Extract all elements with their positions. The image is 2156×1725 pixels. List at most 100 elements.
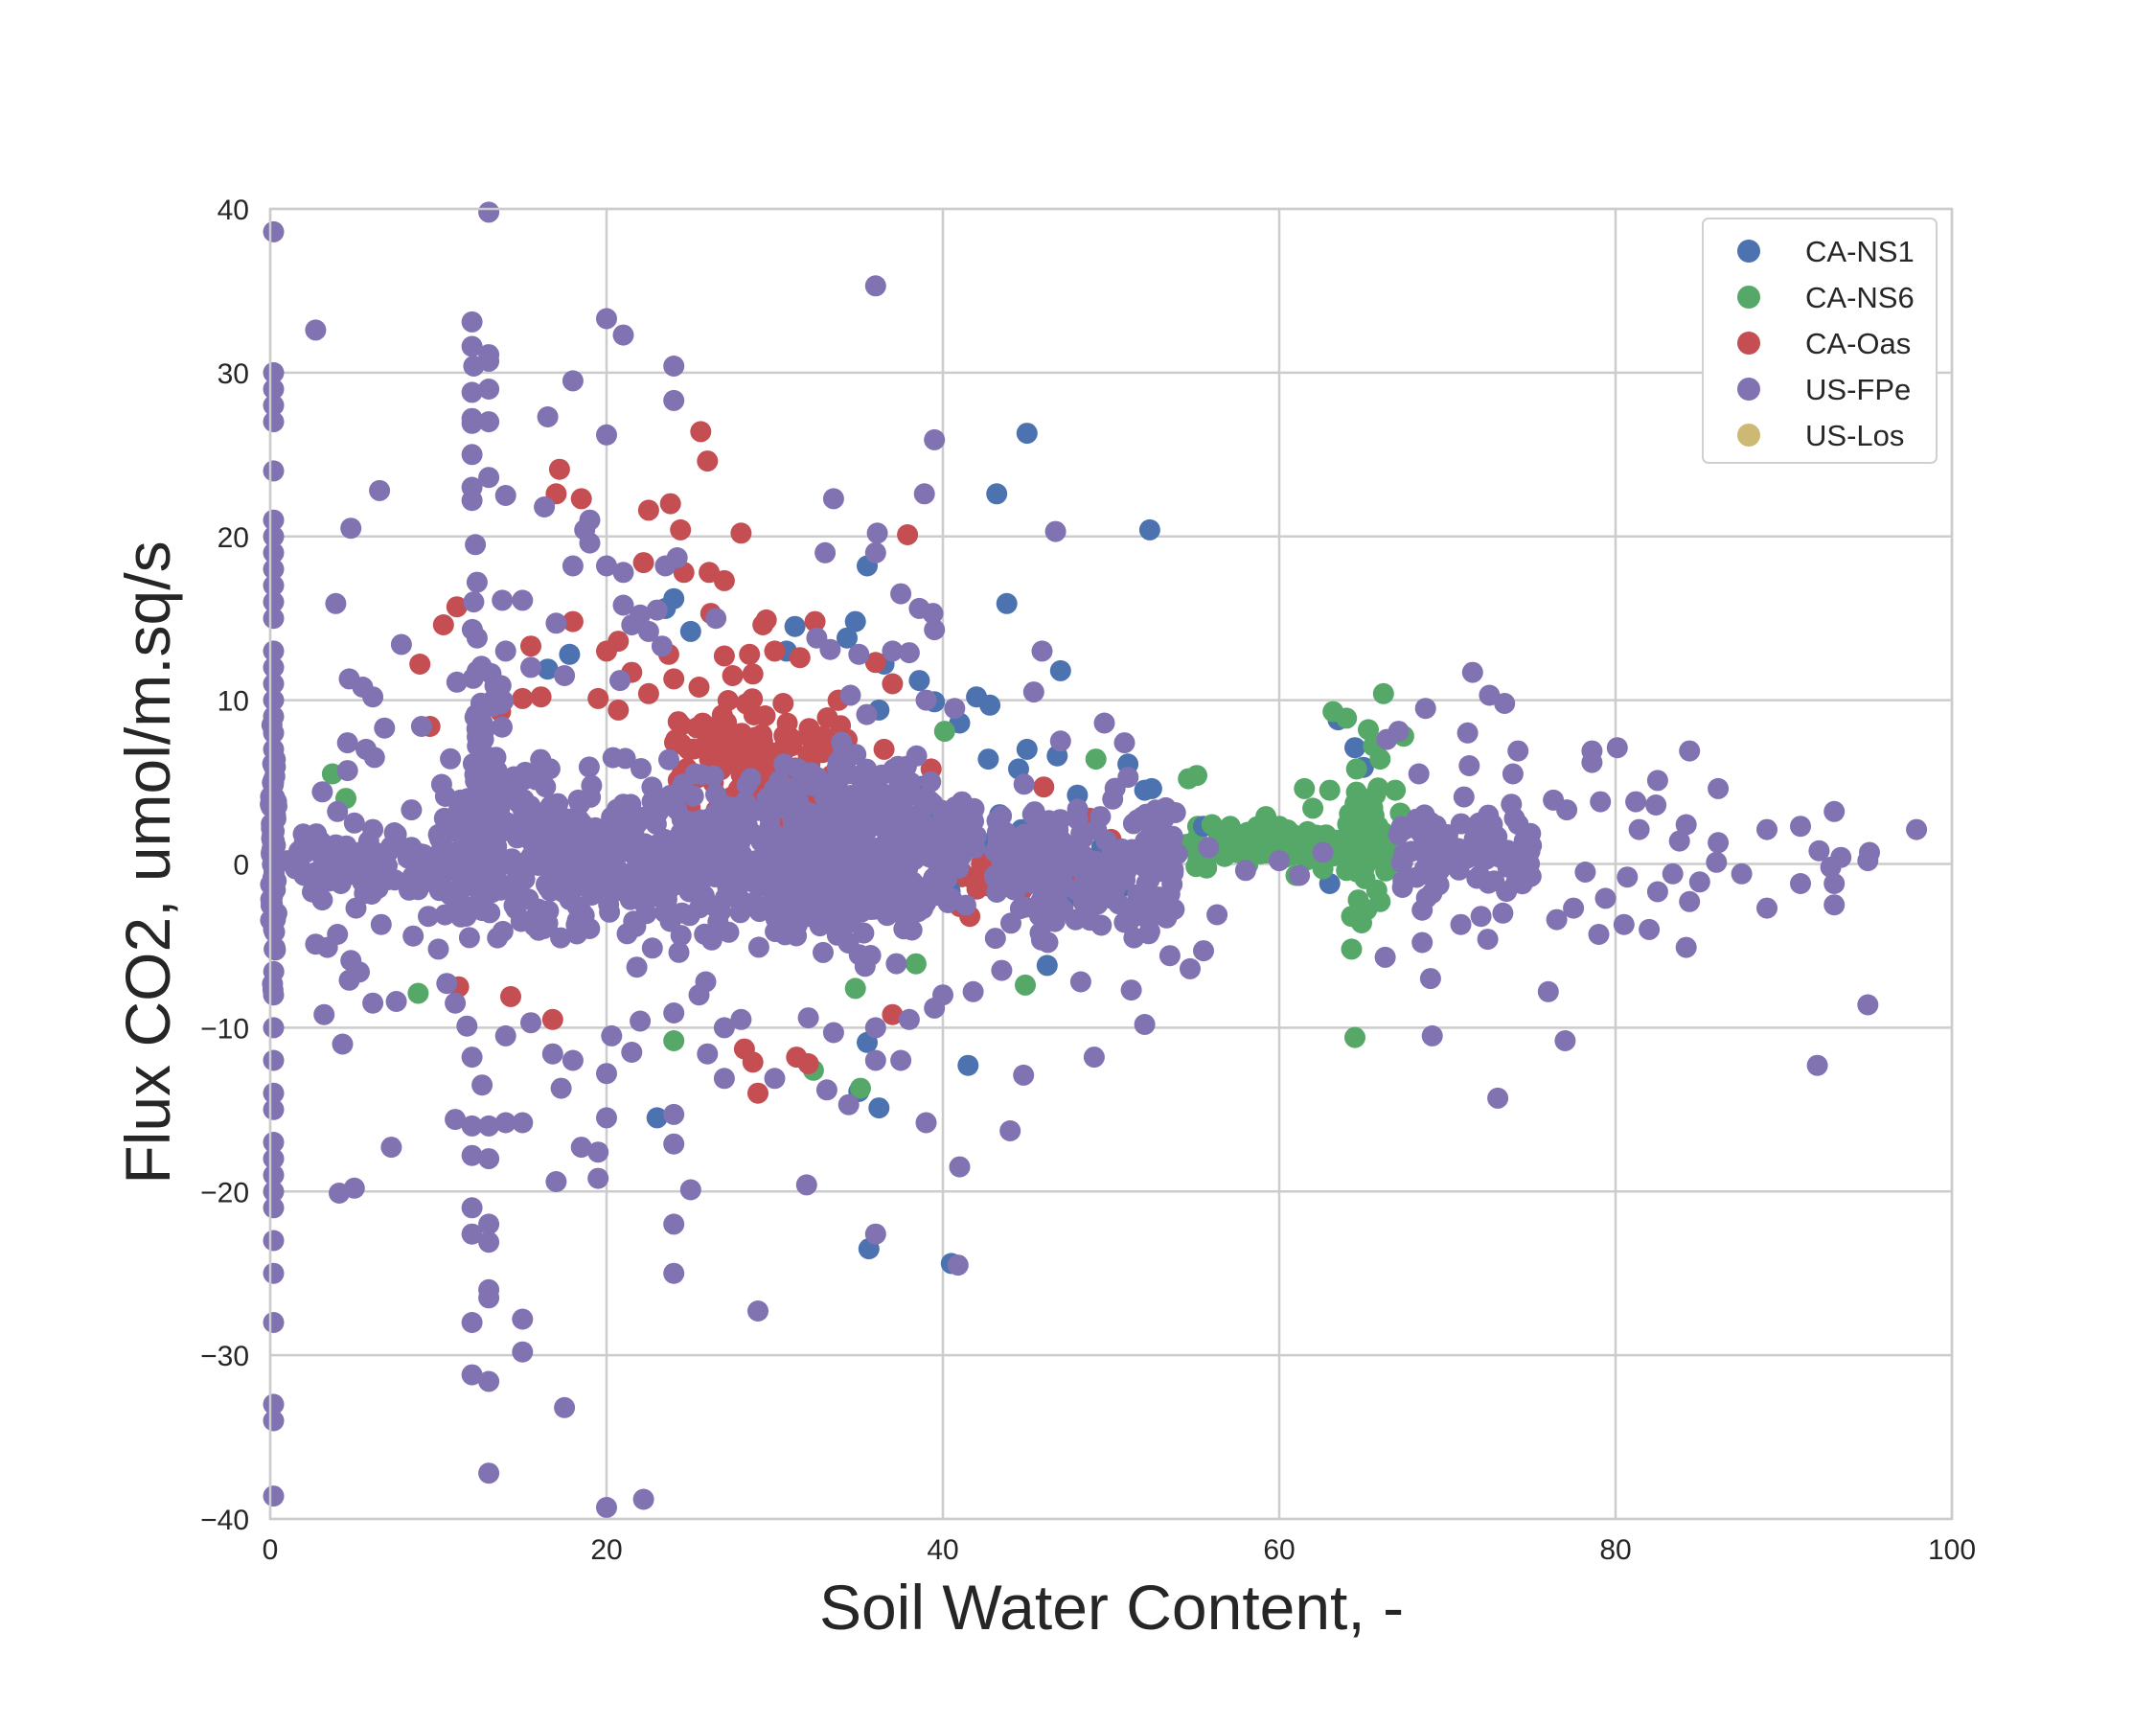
point-us-fpe — [822, 796, 844, 818]
point-ca-oas — [897, 524, 919, 545]
point-us-fpe — [492, 716, 513, 738]
point-ca-oas — [764, 640, 786, 662]
point-us-fpe — [534, 496, 556, 518]
point-ca-ns1 — [1016, 738, 1038, 760]
legend-marker-us-los — [1737, 424, 1760, 447]
point-us-fpe — [1180, 957, 1201, 979]
point-us-fpe — [446, 671, 468, 693]
point-us-fpe — [470, 656, 493, 678]
point-us-fpe — [472, 766, 494, 788]
point-ca-oas — [882, 673, 904, 695]
point-ca-ns6 — [1201, 814, 1223, 836]
point-us-fpe — [461, 1115, 483, 1137]
point-us-fpe — [417, 865, 439, 887]
point-us-fpe — [713, 1068, 735, 1090]
point-us-fpe — [795, 1174, 817, 1196]
point-us-fpe — [656, 830, 678, 851]
point-us-fpe — [440, 885, 462, 906]
point-us-fpe — [343, 1177, 365, 1199]
point-us-fpe — [953, 814, 975, 836]
point-us-fpe — [612, 324, 634, 346]
point-us-fpe — [1477, 929, 1499, 951]
point-ca-ns1 — [1036, 954, 1058, 977]
point-ca-ns1 — [837, 627, 858, 649]
point-us-fpe — [856, 758, 878, 780]
point-us-fpe — [723, 886, 745, 908]
point-ca-ns1 — [986, 483, 1008, 505]
point-us-fpe — [263, 411, 285, 433]
point-us-fpe — [1574, 862, 1596, 883]
point-us-fpe — [1790, 816, 1811, 838]
point-us-fpe — [1138, 869, 1160, 891]
point-us-fpe — [609, 670, 631, 692]
point-us-fpe — [311, 889, 333, 911]
x-tick-label: 40 — [927, 1534, 958, 1566]
point-us-fpe — [612, 794, 634, 816]
point-us-fpe — [1808, 840, 1830, 862]
y-tick-label: −30 — [200, 1341, 249, 1372]
point-us-fpe — [458, 927, 480, 949]
point-us-fpe — [461, 1364, 483, 1386]
point-us-fpe — [541, 1043, 563, 1065]
point-us-fpe — [853, 922, 875, 944]
point-us-fpe — [313, 1003, 335, 1025]
point-ca-ns6 — [1372, 682, 1394, 704]
point-ca-oas — [530, 686, 552, 708]
point-us-fpe — [263, 1082, 285, 1104]
point-ca-oas — [632, 552, 654, 574]
point-ca-oas — [587, 687, 609, 709]
point-us-fpe — [461, 1046, 483, 1069]
point-ca-oas — [873, 738, 895, 760]
point-us-fpe — [494, 485, 516, 506]
point-us-fpe — [490, 855, 512, 877]
point-us-fpe — [263, 591, 285, 613]
point-us-fpe — [1823, 873, 1846, 894]
point-ca-ns6 — [1312, 858, 1334, 880]
point-us-fpe — [263, 1230, 285, 1252]
point-us-fpe — [778, 905, 800, 927]
x-tick-label: 80 — [1599, 1534, 1631, 1566]
point-us-fpe — [1594, 887, 1617, 909]
point-us-fpe — [744, 891, 766, 913]
point-us-fpe — [1067, 798, 1089, 820]
point-us-fpe — [913, 483, 935, 505]
point-us-fpe — [1679, 890, 1701, 912]
point-us-fpe — [402, 925, 424, 947]
point-us-fpe — [659, 874, 681, 895]
point-us-fpe — [1520, 865, 1542, 887]
y-tick-label: 0 — [233, 850, 249, 882]
point-us-fpe — [578, 756, 600, 778]
point-us-fpe — [1312, 841, 1334, 863]
point-us-fpe — [822, 1022, 844, 1044]
point-us-fpe — [550, 927, 572, 949]
point-us-fpe — [837, 1093, 860, 1116]
point-us-fpe — [263, 1312, 285, 1333]
point-ca-ns1 — [996, 592, 1018, 614]
point-ca-oas — [730, 522, 752, 544]
point-us-fpe — [930, 825, 952, 847]
point-us-fpe — [305, 871, 327, 893]
point-us-fpe — [984, 928, 1006, 950]
legend[interactable]: CA-NS1 CA-NS6 CA-Oas US-FPe US-Los — [1702, 218, 1938, 464]
point-us-fpe — [562, 555, 584, 577]
point-us-fpe — [1456, 722, 1479, 744]
point-us-fpe — [947, 1254, 969, 1276]
y-tick-label: −10 — [200, 1013, 249, 1045]
point-us-fpe — [1021, 803, 1044, 825]
point-us-fpe — [478, 1115, 500, 1137]
point-us-fpe — [1466, 867, 1488, 889]
point-ca-oas — [1033, 776, 1055, 798]
point-us-fpe — [612, 562, 634, 584]
point-us-fpe — [581, 885, 603, 906]
point-us-fpe — [461, 1312, 483, 1333]
point-us-fpe — [1823, 894, 1846, 916]
point-us-fpe — [537, 406, 559, 427]
point-us-fpe — [1423, 858, 1445, 880]
point-us-fpe — [1120, 979, 1142, 1001]
point-us-fpe — [663, 356, 685, 377]
point-us-fpe — [440, 748, 462, 770]
point-us-fpe — [1051, 830, 1073, 852]
point-us-fpe — [263, 1262, 285, 1284]
legend-label-ca-ns1: CA-NS1 — [1805, 235, 1915, 268]
